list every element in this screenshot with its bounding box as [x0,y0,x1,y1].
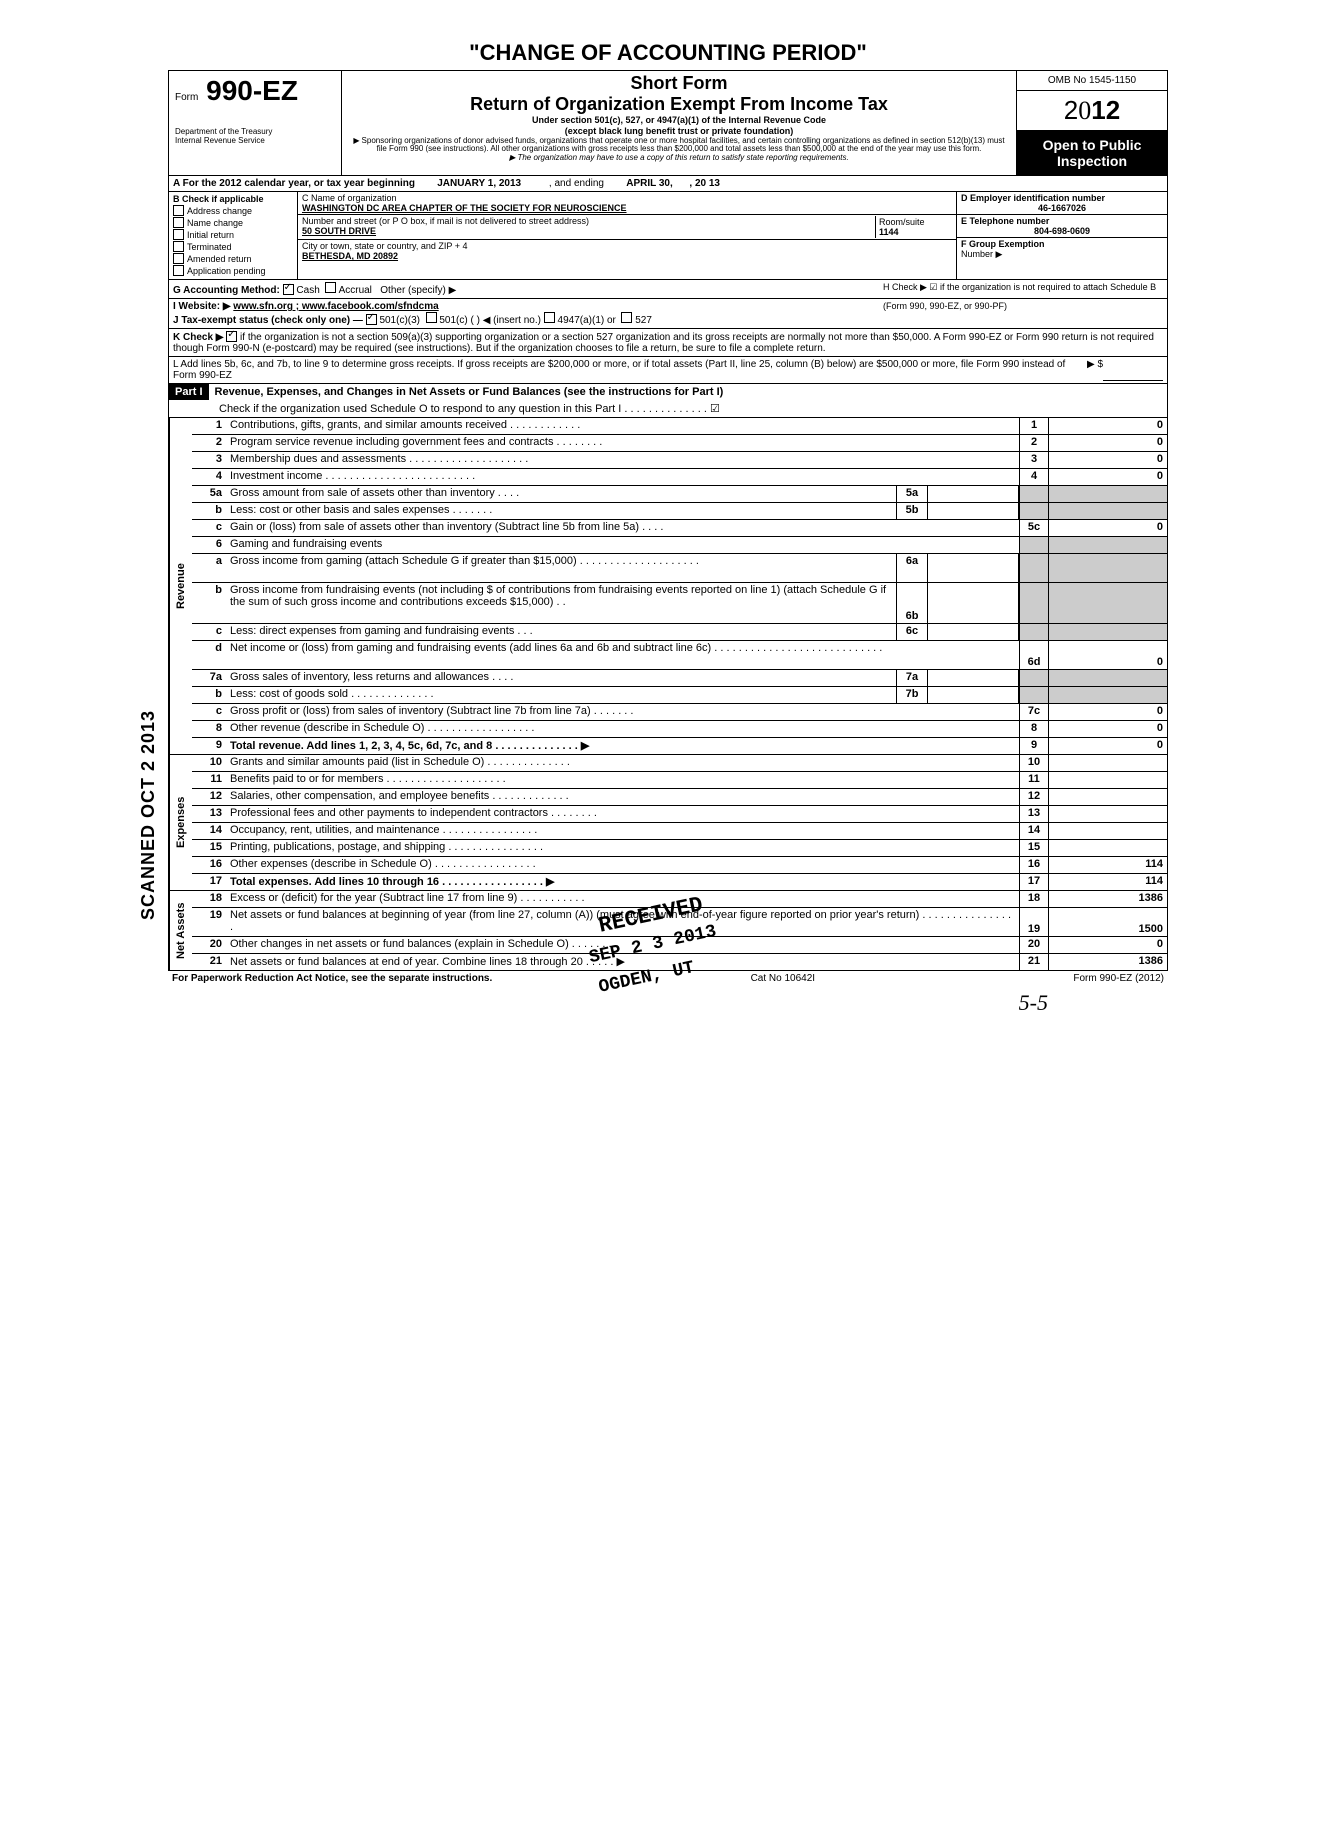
netassets-side: Net Assets [169,891,192,970]
center-header: Short Form Return of Organization Exempt… [342,71,1017,175]
b-title: B Check if applicable [173,194,264,204]
row-k: K Check ▶ if the organization is not a s… [168,329,1168,357]
omb-number: OMB No 1545-1150 [1017,71,1167,91]
right-header: OMB No 1545-1150 2012 Open to Public Ins… [1017,71,1167,175]
col-c: C Name of organization WASHINGTON DC ARE… [298,192,957,279]
irs-label: Internal Revenue Service [175,136,335,145]
c-name-label: C Name of organization [302,193,952,203]
under-section: Under section 501(c), 527, or 4947(a)(1)… [348,115,1010,126]
section-bcd: B Check if applicable Address change Nam… [168,192,1168,280]
chk-4947[interactable] [544,312,555,323]
row-a: A For the 2012 calendar year, or tax yea… [168,176,1168,192]
row-g-h: G Accounting Method: Cash Accrual Other … [168,280,1168,299]
footer-left: For Paperwork Reduction Act Notice, see … [172,973,492,984]
row-i-j: I Website: ▶ www.sfn.org ; www.facebook.… [168,299,1168,329]
revenue-table: Revenue 1Contributions, gifts, grants, a… [168,418,1168,755]
c-street-label: Number and street (or P O box, if mail i… [302,216,875,226]
netassets-table: Net Assets 18Excess or (deficit) for the… [168,891,1168,971]
chk-terminated[interactable] [173,241,184,252]
open-public: Open to Public Inspection [1017,131,1167,175]
col-b: B Check if applicable Address change Nam… [169,192,298,279]
c-city-label: City or town, state or country, and ZIP … [302,241,952,251]
chk-501c[interactable] [426,312,437,323]
part1-title: Revenue, Expenses, and Changes in Net As… [209,384,730,400]
scanned-stamp: SCANNED OCT 2 2013 [138,710,159,920]
hand-note: 5-5 [1019,990,1048,1016]
chk-accrual[interactable] [325,282,336,293]
form-label: Form [175,92,198,103]
group-label: F Group Exemption [961,239,1045,249]
chk-pending[interactable] [173,265,184,276]
expenses-side: Expenses [169,755,192,890]
expenses-table: Expenses 10Grants and similar amounts pa… [168,755,1168,891]
footer-right: Form 990-EZ (2012) [1073,973,1164,984]
ein-label: D Employer identification number [961,193,1105,203]
row-l: L Add lines 5b, 6c, and 7b, to line 9 to… [168,357,1168,384]
part1-check: Check if the organization used Schedule … [169,400,1167,417]
room-value: 1144 [879,227,899,237]
ein: 46-1667026 [961,203,1163,213]
form-number: 990-EZ [206,75,298,106]
copy-text: The organization may have to use a copy … [348,154,1010,163]
return-title: Return of Organization Exempt From Incom… [348,94,1010,115]
footer: For Paperwork Reduction Act Notice, see … [168,971,1168,986]
city: BETHESDA, MD 20892 [302,251,952,261]
dept-treasury: Department of the Treasury [175,127,335,136]
change-period-title: "CHANGE OF ACCOUNTING PERIOD" [168,40,1168,66]
part1-label: Part I [169,384,209,400]
except-text: (except black lung benefit trust or priv… [348,126,1010,137]
footer-cat: Cat No 10642I [751,973,816,984]
number-label: Number ▶ [961,249,1163,260]
tax-year: 2012 [1017,91,1167,131]
phone: 804-698-0609 [961,226,1163,236]
chk-k[interactable] [226,331,237,342]
revenue-side: Revenue [169,418,192,754]
form-page: SCANNED OCT 2 2013 "CHANGE OF ACCOUNTING… [168,40,1168,986]
room-label: Room/suite [879,217,949,227]
chk-cash[interactable] [283,284,294,295]
short-form-title: Short Form [348,73,1010,94]
chk-initial[interactable] [173,229,184,240]
chk-address[interactable] [173,205,184,216]
chk-527[interactable] [621,312,632,323]
chk-name[interactable] [173,217,184,228]
row-h: H Check ▶ ☑ if the organization is not r… [883,282,1156,292]
form-box: Form 990-EZ Department of the Treasury I… [169,71,342,175]
phone-label: E Telephone number [961,216,1049,226]
org-name: WASHINGTON DC AREA CHAPTER OF THE SOCIET… [302,203,952,213]
street: 50 SOUTH DRIVE [302,226,875,236]
part1-header: Part I Revenue, Expenses, and Changes in… [168,384,1168,418]
sponsor-text: Sponsoring organizations of donor advise… [348,137,1010,155]
col-d: D Employer identification number 46-1667… [957,192,1167,279]
header-row: Form 990-EZ Department of the Treasury I… [168,70,1168,176]
website: www.sfn.org ; www.facebook.com/sfndcma [233,301,438,312]
chk-amended[interactable] [173,253,184,264]
chk-501c3[interactable] [366,314,377,325]
